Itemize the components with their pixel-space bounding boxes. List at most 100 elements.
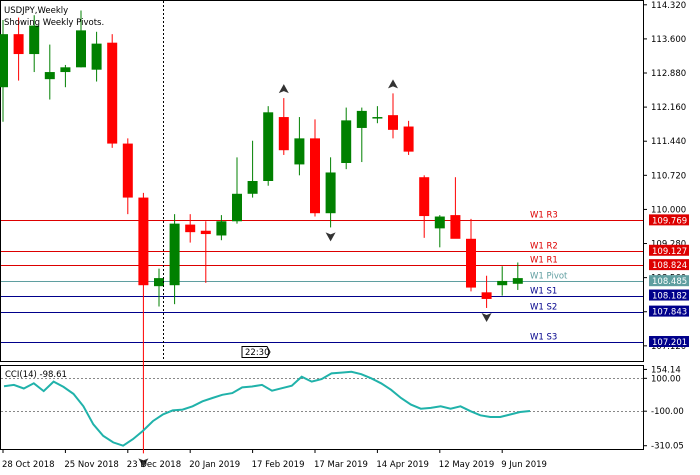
candle-body xyxy=(76,30,86,68)
fractal-down-arrow xyxy=(481,312,492,322)
candle xyxy=(466,218,476,292)
candle-body xyxy=(403,126,414,152)
candle-body xyxy=(356,110,367,128)
pivot-label: W1 R1 xyxy=(530,256,558,266)
candle xyxy=(138,192,149,454)
price-tick-label: 112.880 xyxy=(651,69,686,79)
candles xyxy=(0,10,523,454)
candle-body xyxy=(154,278,164,287)
candle xyxy=(107,34,118,148)
time-marker-label: 22:30 xyxy=(245,348,270,358)
fractal-down-arrow xyxy=(325,232,336,242)
candle xyxy=(497,266,508,296)
candle-body xyxy=(310,138,320,214)
candle-body xyxy=(372,117,383,119)
pivot-price-badge xyxy=(649,275,689,287)
candle xyxy=(388,93,398,139)
price-tick-label: 109.280 xyxy=(651,240,686,250)
time-tick-label: 12 May 2019 xyxy=(439,460,494,470)
time-marker: 22:30 xyxy=(241,346,271,358)
pivot-label: W1 R2 xyxy=(530,242,558,252)
candle xyxy=(13,17,24,81)
pivot-price-badge xyxy=(649,289,689,301)
candle xyxy=(419,175,430,238)
pivot-price-label: 107.843 xyxy=(652,308,687,318)
candle xyxy=(200,221,211,283)
candle xyxy=(372,106,383,124)
price-tick-label: 113.600 xyxy=(651,35,686,45)
time-tick-label: 17 Feb 2019 xyxy=(252,460,305,470)
pivot-price-badge xyxy=(649,214,689,226)
pivot-price-badge xyxy=(649,259,689,271)
candle xyxy=(434,215,445,248)
pivot-price-label: 108.182 xyxy=(652,292,687,302)
pivot-price-label: 108.485 xyxy=(652,277,687,287)
candle xyxy=(403,120,414,155)
candle-body xyxy=(512,278,523,284)
cci-tick-label: -310.05 xyxy=(651,442,684,452)
candle-body xyxy=(200,230,211,235)
pivot-price-label: 107.201 xyxy=(652,338,687,348)
indicator-subtitle: Showing Weekly Pivots. xyxy=(4,18,104,28)
candle-body xyxy=(481,292,492,299)
time-tick-label: 17 Mar 2019 xyxy=(314,460,368,470)
price-tick-label: 114.320 xyxy=(651,1,686,11)
candle xyxy=(263,106,274,186)
candle xyxy=(185,214,196,243)
cci-tick-label: 100.00 xyxy=(651,374,681,384)
candle-body xyxy=(388,115,398,130)
candle xyxy=(356,107,367,163)
candle-body xyxy=(122,143,133,198)
candle-body xyxy=(247,181,258,194)
candle-body xyxy=(0,34,8,88)
candle-body xyxy=(325,172,336,214)
candle xyxy=(91,31,102,82)
candle-body xyxy=(29,25,40,55)
candle-body xyxy=(341,120,352,163)
fractal-down-arrow xyxy=(138,458,149,468)
pivot-price-label: 109.769 xyxy=(652,216,687,226)
candle-body xyxy=(13,34,24,55)
time-tick-label: 23 Dec 2018 xyxy=(127,460,181,470)
candle-body xyxy=(497,280,508,286)
candle xyxy=(278,98,289,155)
price-tick-label: 111.440 xyxy=(651,137,686,147)
candle-body xyxy=(216,221,227,236)
candle xyxy=(60,64,71,88)
candle xyxy=(341,107,352,170)
time-tick-label: 14 Apr 2019 xyxy=(376,460,429,470)
candle xyxy=(512,262,523,290)
pivot-price-badge xyxy=(649,336,689,348)
pivot-price-label: 108.824 xyxy=(652,261,687,271)
candle xyxy=(247,140,258,198)
candle-body xyxy=(44,72,55,80)
cci-line xyxy=(3,370,531,447)
candle-body xyxy=(450,215,461,239)
candle xyxy=(481,275,492,308)
time-tick-label: 25 Nov 2018 xyxy=(64,460,118,470)
candle xyxy=(450,177,461,239)
candle xyxy=(310,119,320,217)
pivot-price-badge xyxy=(649,305,689,317)
cci-label: CCI(14) -98.61 xyxy=(5,370,67,380)
candle xyxy=(216,215,227,241)
candle-body xyxy=(91,43,102,70)
pivot-label: W1 S2 xyxy=(530,303,557,313)
pivot-label: W1 R3 xyxy=(530,211,558,221)
candle-body xyxy=(419,177,430,217)
candle xyxy=(169,214,180,305)
candle-body xyxy=(434,216,445,229)
fractal-up-arrow xyxy=(388,79,398,89)
candle-body xyxy=(169,223,180,286)
candle xyxy=(122,138,133,215)
fractal-up-arrow xyxy=(278,84,289,94)
candle-body xyxy=(232,193,242,222)
time-axis: 28 Oct 2018 25 Nov 2018 23 Dec 2018 20 Jan … xyxy=(2,449,547,470)
candle xyxy=(294,117,305,176)
candle xyxy=(0,19,8,122)
pivot-price-badges: 109.769 109.127 108.824 108.485 108.182 107.8… xyxy=(649,214,689,348)
candle-body xyxy=(60,67,71,73)
pivot-price-label: 109.127 xyxy=(652,247,687,257)
